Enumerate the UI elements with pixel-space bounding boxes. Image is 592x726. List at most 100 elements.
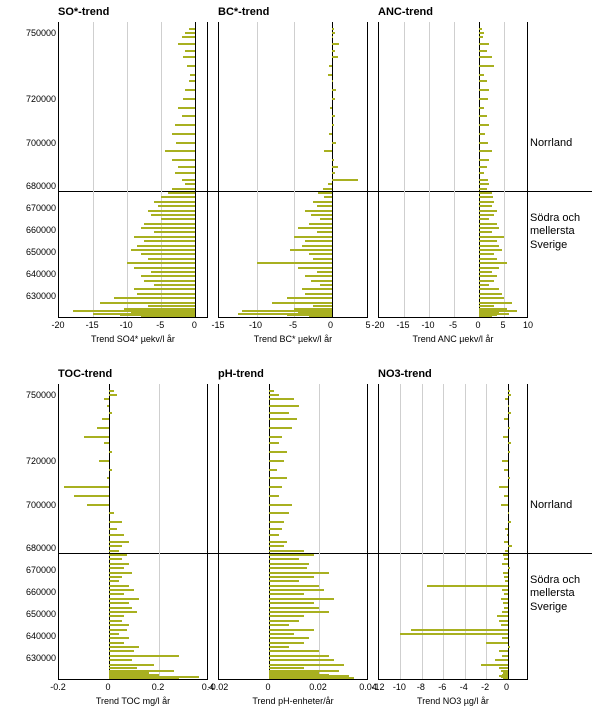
bar [269, 611, 329, 613]
y-tick-label: 680000 [8, 543, 56, 553]
bar [479, 36, 483, 38]
bar [317, 205, 332, 207]
bar [269, 394, 279, 396]
bar [479, 293, 502, 295]
bar [305, 210, 331, 212]
figure: 6300006400006500006600006700006800007000… [0, 0, 592, 726]
bar [269, 442, 279, 444]
bar [189, 80, 196, 82]
bar [269, 554, 314, 556]
bar [109, 589, 134, 591]
bar [505, 528, 507, 530]
bar [87, 504, 110, 506]
bar [298, 267, 332, 269]
bar [324, 150, 332, 152]
bar [269, 451, 287, 453]
bar [269, 567, 307, 569]
bar [151, 214, 195, 216]
bar [479, 179, 488, 181]
bar [332, 179, 358, 181]
bar [479, 284, 489, 286]
bar [479, 159, 489, 161]
bar [479, 166, 487, 168]
bar [508, 521, 511, 523]
bar [504, 418, 507, 420]
x-axis-label: Trend BC* µekv/l år [218, 334, 368, 344]
panel-no3: NO3-trend-12-10-8-6-4-20Trend NO3 µg/l å… [378, 368, 528, 718]
bar [479, 124, 489, 126]
panel-title: ANC-trend [378, 6, 433, 18]
bar [137, 245, 195, 247]
bar [182, 36, 196, 38]
bar [479, 305, 494, 307]
y-tick-label: 660000 [8, 225, 56, 235]
bar [185, 50, 195, 52]
x-tick-label: -8 [417, 682, 425, 692]
x-tick-label: 0 [105, 682, 110, 692]
bar [332, 28, 334, 30]
bar [504, 607, 507, 609]
bar [109, 567, 124, 569]
y-tick-label: 640000 [8, 631, 56, 641]
bar [311, 280, 332, 282]
panel-ph: pH-trend-0.0200.020.04Trend pH-enheter/å… [218, 368, 368, 718]
bar [269, 512, 289, 514]
chart-row-0: 6300006400006500006600006700006800007000… [0, 6, 592, 356]
bar [287, 297, 332, 299]
x-tick-label: -10 [120, 320, 133, 330]
bar [109, 667, 137, 669]
bar [501, 598, 507, 600]
bar [109, 598, 139, 600]
bar [137, 293, 195, 295]
x-tick-label: 0.02 [309, 682, 327, 692]
bar [502, 611, 507, 613]
bar [503, 572, 507, 574]
bar [269, 593, 304, 595]
bar [109, 528, 117, 530]
bar [479, 205, 492, 207]
plot-area [218, 384, 368, 680]
bar [185, 89, 195, 91]
bar [499, 620, 508, 622]
bar [148, 305, 196, 307]
bar [269, 615, 304, 617]
bar [508, 512, 509, 514]
bar [190, 74, 195, 76]
y-tick-label: 670000 [8, 203, 56, 213]
bar [479, 210, 497, 212]
bar [165, 150, 196, 152]
bar [269, 486, 282, 488]
bar [141, 275, 196, 277]
bar [144, 240, 195, 242]
x-tick-label: -0.02 [208, 682, 229, 692]
x-tick-label: -5 [156, 320, 164, 330]
bar [502, 637, 507, 639]
x-tick-label: -20 [51, 320, 64, 330]
bar [313, 201, 332, 203]
x-tick-label: 5 [500, 320, 505, 330]
bar [269, 477, 287, 479]
bar [269, 659, 334, 661]
bar [269, 563, 309, 565]
bar [109, 545, 122, 547]
gridline [504, 22, 505, 317]
bar [332, 166, 338, 168]
bar [305, 240, 331, 242]
region-label-lower: Södra ochmellerstaSverige [530, 574, 590, 614]
bar [269, 572, 329, 574]
bar [332, 115, 336, 117]
y-tick-label: 660000 [8, 587, 56, 597]
bar [502, 589, 507, 591]
bar [269, 427, 292, 429]
bar [505, 550, 507, 552]
bar [479, 89, 489, 91]
bar [134, 267, 195, 269]
bar [269, 405, 299, 407]
bar [109, 585, 129, 587]
bar [141, 227, 196, 229]
bar [508, 412, 511, 414]
bar [176, 142, 195, 144]
bar [503, 436, 507, 438]
bar [329, 65, 331, 67]
x-tick-label: -20 [371, 320, 384, 330]
